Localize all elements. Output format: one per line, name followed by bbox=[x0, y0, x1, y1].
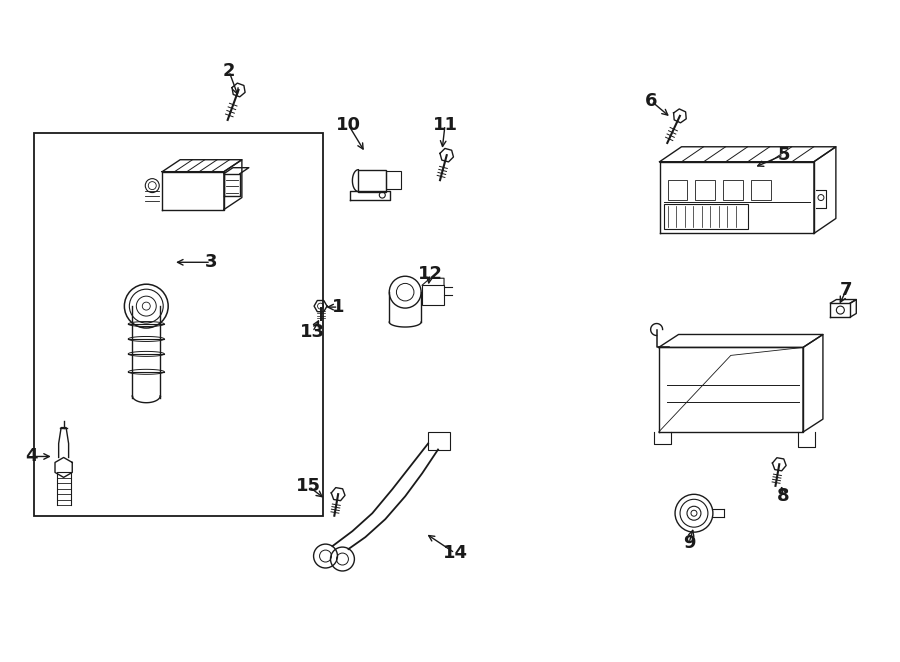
Text: 2: 2 bbox=[222, 62, 235, 80]
Bar bbox=[34, 133, 322, 516]
Text: 14: 14 bbox=[443, 544, 467, 562]
Bar bbox=[422, 285, 444, 305]
Bar bbox=[752, 179, 771, 199]
Text: 15: 15 bbox=[296, 477, 321, 495]
Bar bbox=[358, 169, 386, 191]
Text: 6: 6 bbox=[645, 92, 657, 110]
Bar bbox=[724, 179, 743, 199]
Text: 10: 10 bbox=[336, 116, 361, 134]
Text: 8: 8 bbox=[778, 487, 790, 505]
Bar bbox=[696, 179, 716, 199]
Text: 9: 9 bbox=[683, 534, 695, 552]
Text: 3: 3 bbox=[205, 254, 217, 271]
Bar bbox=[663, 203, 749, 230]
Text: 12: 12 bbox=[418, 265, 443, 283]
Text: 1: 1 bbox=[332, 298, 345, 316]
Text: 4: 4 bbox=[25, 448, 38, 465]
Text: 7: 7 bbox=[840, 281, 852, 299]
Bar bbox=[428, 432, 450, 449]
Text: 11: 11 bbox=[433, 116, 457, 134]
Text: 13: 13 bbox=[300, 323, 325, 341]
Text: 5: 5 bbox=[778, 146, 790, 164]
Bar bbox=[668, 179, 688, 199]
Bar bbox=[386, 171, 401, 189]
